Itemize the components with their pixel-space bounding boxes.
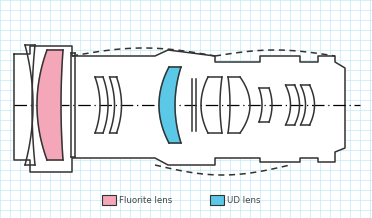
Text: UD lens: UD lens <box>227 196 260 204</box>
Bar <box>210 195 224 205</box>
Polygon shape <box>37 50 63 160</box>
Text: Fluorite lens: Fluorite lens <box>119 196 172 204</box>
Polygon shape <box>159 67 181 143</box>
Polygon shape <box>14 46 345 172</box>
Bar <box>102 195 116 205</box>
